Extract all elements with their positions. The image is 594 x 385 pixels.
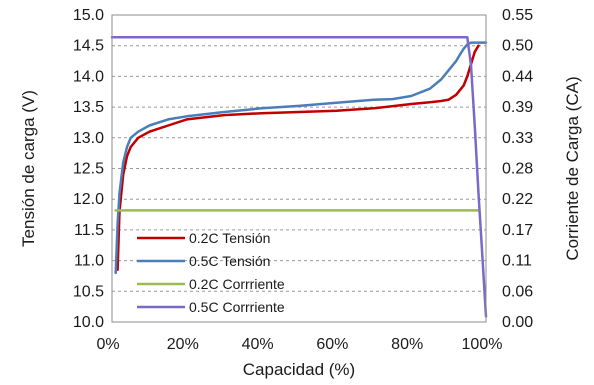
y2-tick-label: 0.00 [502, 314, 533, 331]
y2-tick-label: 0.39 [502, 99, 533, 116]
y2-tick-label: 0.33 [502, 130, 533, 147]
right-axis-ticks: 0.00 0.06 0.11 0.17 0.22 0.28 0.33 0.39 0.44 0.50… [502, 7, 533, 331]
x-tick-label: 100% [462, 336, 503, 353]
y-tick-label: 12.0 [73, 191, 104, 208]
legend: 0.2C Tensión 0.5C Tensión 0.2C Corrriente 0… [137, 230, 285, 315]
y-tick-label: 11.5 [74, 222, 104, 239]
y-tick-label: 14.0 [73, 68, 104, 85]
x-tick-label: 60% [316, 336, 348, 353]
y-tick-label: 13.5 [73, 99, 104, 116]
y2-tick-label: 0.28 [502, 161, 533, 178]
y-tick-label: 11.0 [74, 253, 104, 270]
x-tick-label: 40% [242, 336, 274, 353]
series-line-1 [116, 44, 480, 272]
y2-tick-label: 0.44 [502, 68, 533, 85]
series-line-2 [114, 41, 488, 275]
y-tick-label: 14.5 [73, 38, 104, 55]
legend-label: 0.5C Corrriente [189, 299, 285, 315]
series-line-4 [110, 36, 488, 318]
y-tick-label: 10.0 [73, 314, 104, 331]
x-tick-label: 0% [96, 336, 119, 353]
left-axis-title: Tensión de carga (V) [19, 90, 38, 247]
y-tick-label: 15.0 [73, 7, 104, 24]
x-axis-ticks: 0% 20% 40% 60% 80% 100% [96, 336, 502, 353]
y2-tick-label: 0.22 [502, 191, 533, 208]
legend-label: 0.2C Corrriente [189, 276, 285, 292]
y2-tick-label: 0.17 [502, 222, 533, 239]
left-axis-ticks: 10.0 10.5 11.0 11.5 12.0 12.5 13.0 13.5 14.0 14.5… [73, 7, 104, 331]
grid-lines [112, 45, 486, 292]
legend-label: 0.5C Tensión [189, 253, 270, 269]
x-tick-label: 20% [167, 336, 199, 353]
y2-tick-label: 0.11 [502, 253, 532, 270]
y2-tick-label: 0.06 [502, 283, 533, 300]
y-tick-label: 13.0 [73, 130, 104, 147]
y2-tick-label: 0.50 [502, 38, 533, 55]
y-tick-label: 12.5 [73, 161, 104, 178]
y-tick-label: 10.5 [73, 283, 104, 300]
x-axis-title: Capacidad (%) [243, 360, 355, 379]
series-group [110, 36, 488, 318]
legend-label: 0.2C Tensión [189, 230, 270, 246]
right-axis-title: Corriente de Carga (CA) [563, 76, 582, 260]
plot-frame [111, 14, 487, 323]
x-tick-label: 80% [391, 336, 423, 353]
y2-tick-label: 0.55 [502, 7, 533, 24]
